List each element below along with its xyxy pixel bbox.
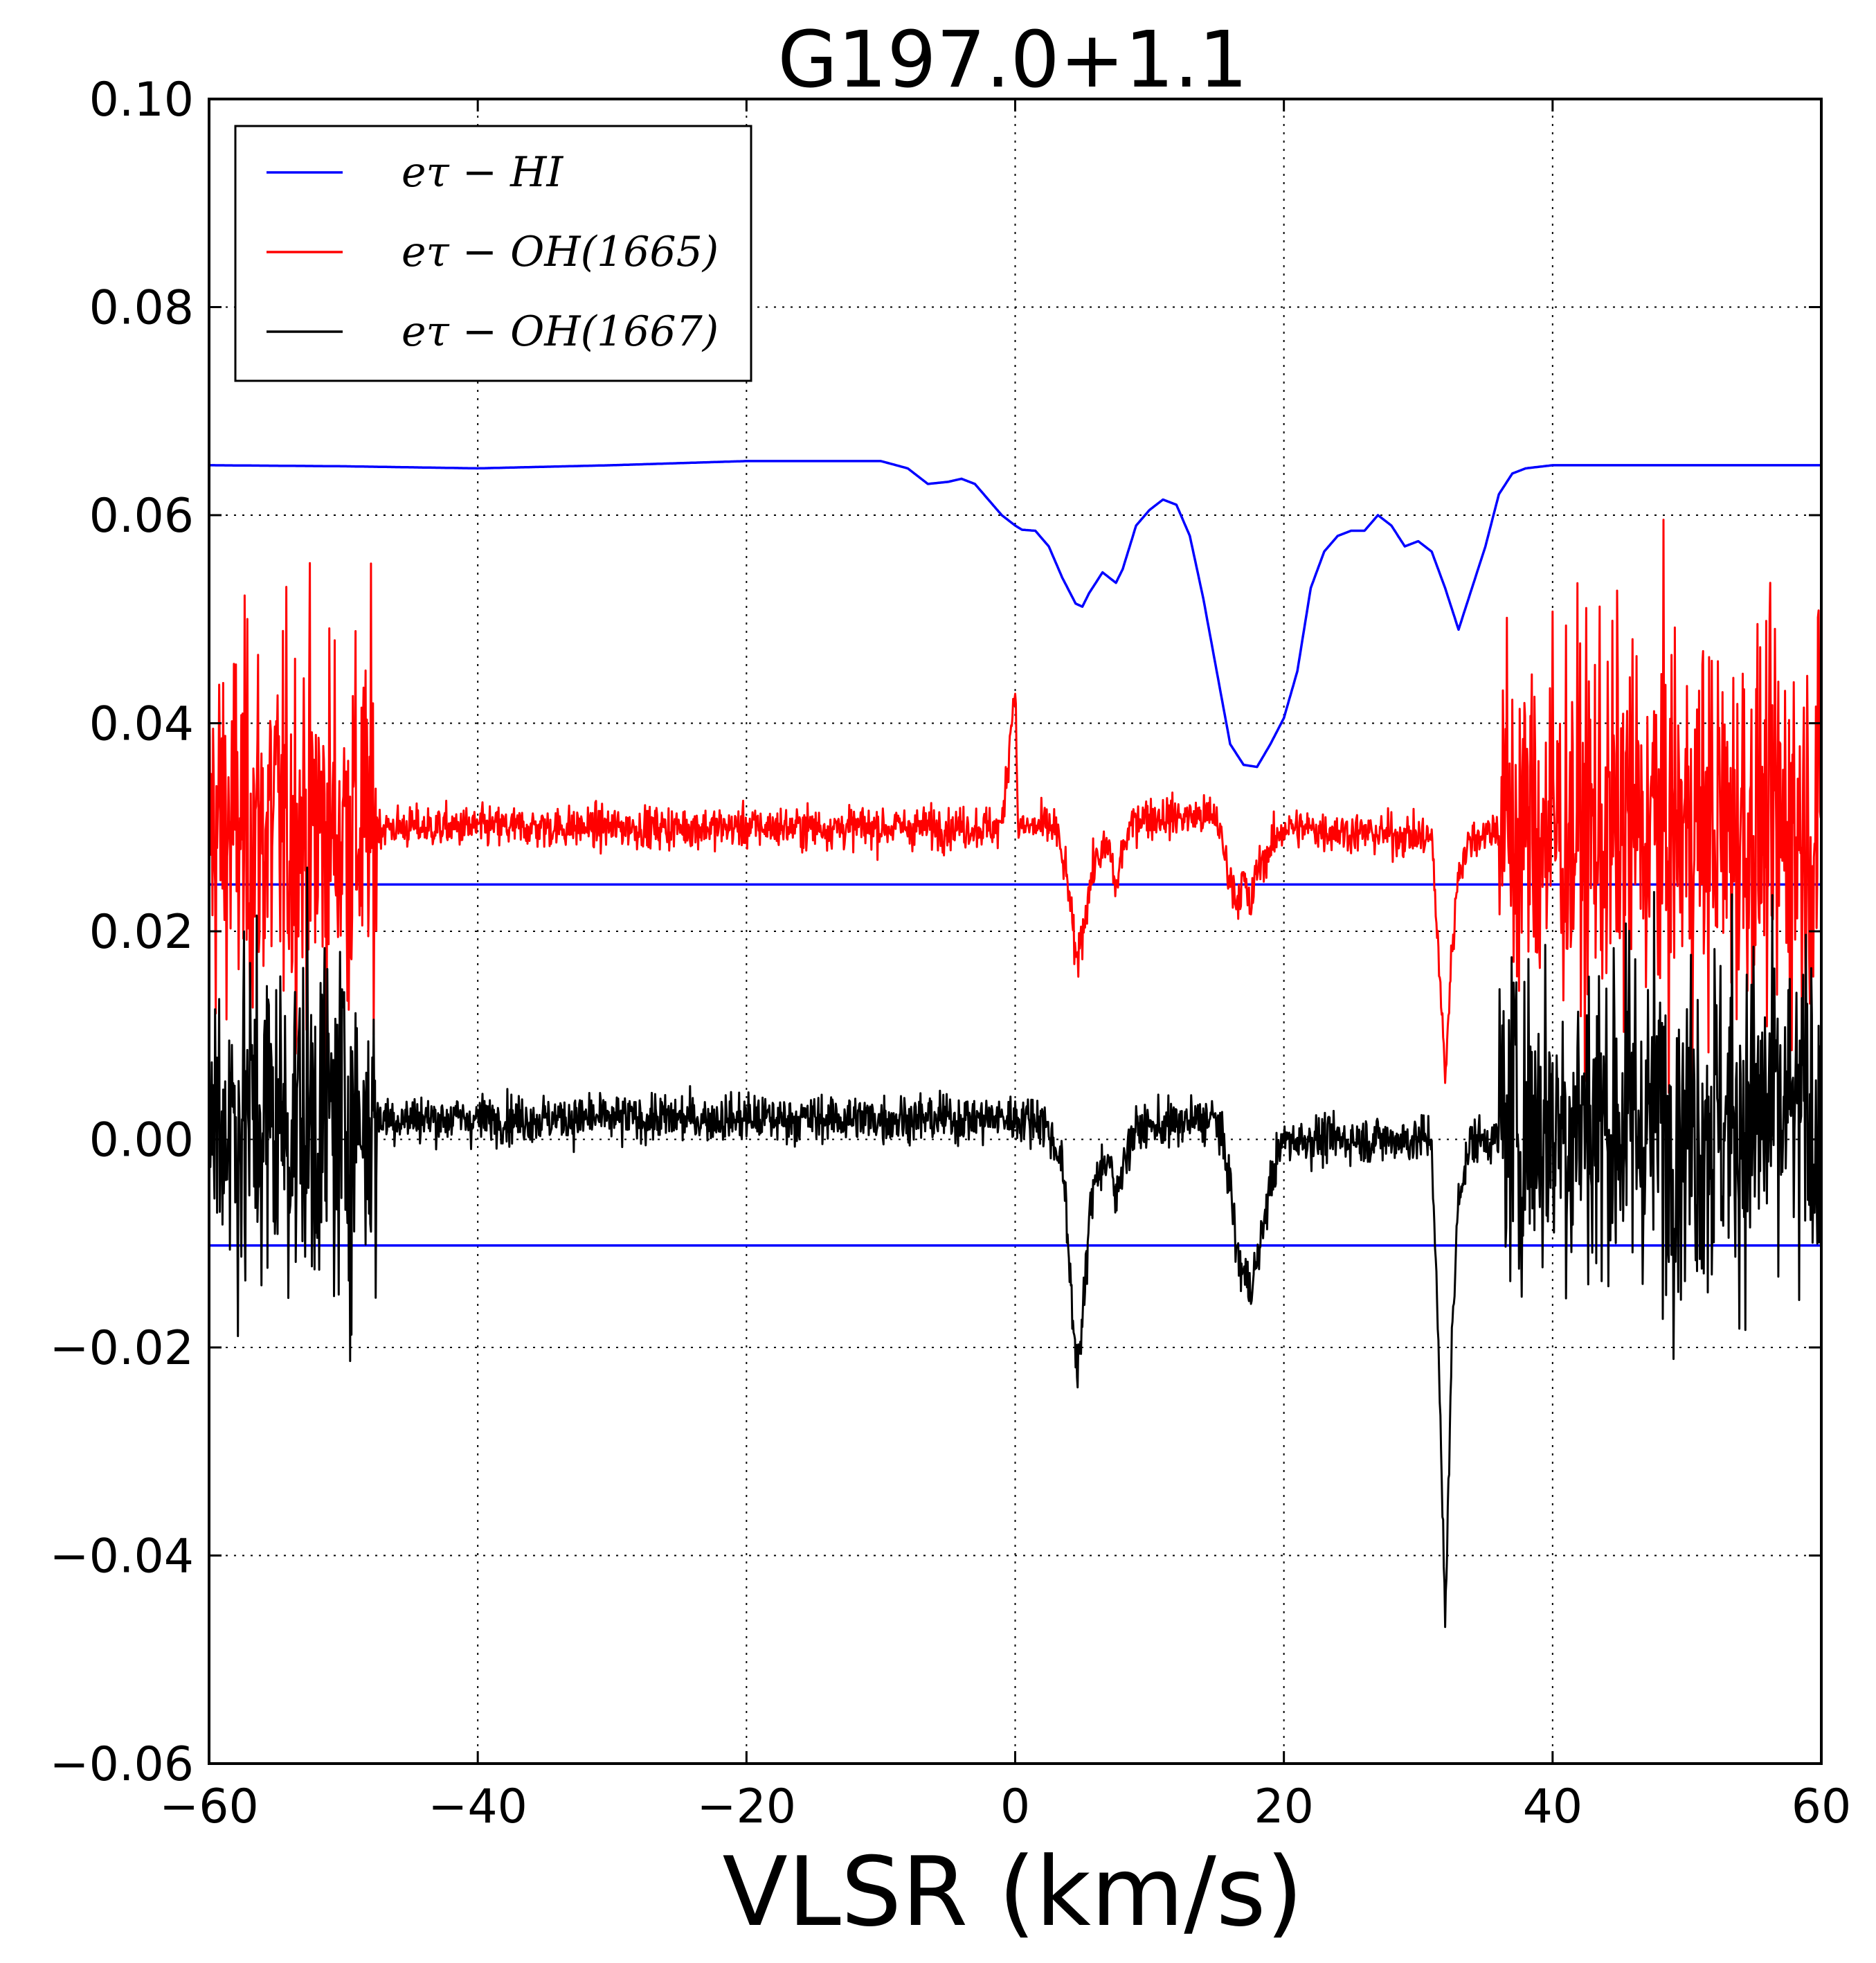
y-tick-label: −0.06 [50, 1737, 194, 1792]
series-line-oh1665 [208, 519, 1823, 1094]
legend: eτ − HI eτ − OH(1665) eτ − OH(1667) [234, 125, 752, 382]
y-tick-label: 0.00 [89, 1113, 194, 1168]
legend-box [234, 125, 752, 382]
x-tick-label: 60 [1792, 1780, 1852, 1834]
y-tick-label: 0.08 [89, 281, 194, 336]
x-tick-label: −40 [428, 1780, 527, 1834]
legend-label: eτ − HI [402, 148, 563, 197]
x-tick-label: 0 [1000, 1780, 1030, 1834]
y-tick-label: −0.02 [50, 1321, 194, 1376]
y-tick-label: 0.02 [89, 905, 194, 960]
legend-label: eτ − OH(1665) [402, 228, 719, 276]
x-axis-label: VLSR (km/s) [722, 1836, 1303, 1948]
y-tick-label: 0.10 [89, 73, 194, 127]
series-line-hi [209, 460, 1821, 769]
x-tick-label: −20 [697, 1780, 797, 1834]
x-tick-label: 20 [1254, 1780, 1314, 1834]
y-tick-label: 0.04 [89, 697, 194, 752]
y-tick-label: −0.04 [50, 1530, 194, 1584]
x-tick-label: 40 [1523, 1780, 1583, 1834]
y-tick-label: 0.06 [89, 489, 194, 544]
series-line-oh1667 [208, 866, 1823, 1629]
axes [208, 98, 1823, 1765]
x-tick-label: −60 [159, 1780, 259, 1834]
legend-label: eτ − OH(1667) [402, 307, 719, 356]
chart-title: G197.0+1.1 [777, 15, 1247, 105]
series-lines [208, 460, 1823, 1629]
reference-lines [209, 883, 1821, 1247]
tick-labels: −60 −40 −20 0 20 40 60 −0.06 −0.04 −0.02 0.00 0.02 0… [50, 73, 1852, 1834]
